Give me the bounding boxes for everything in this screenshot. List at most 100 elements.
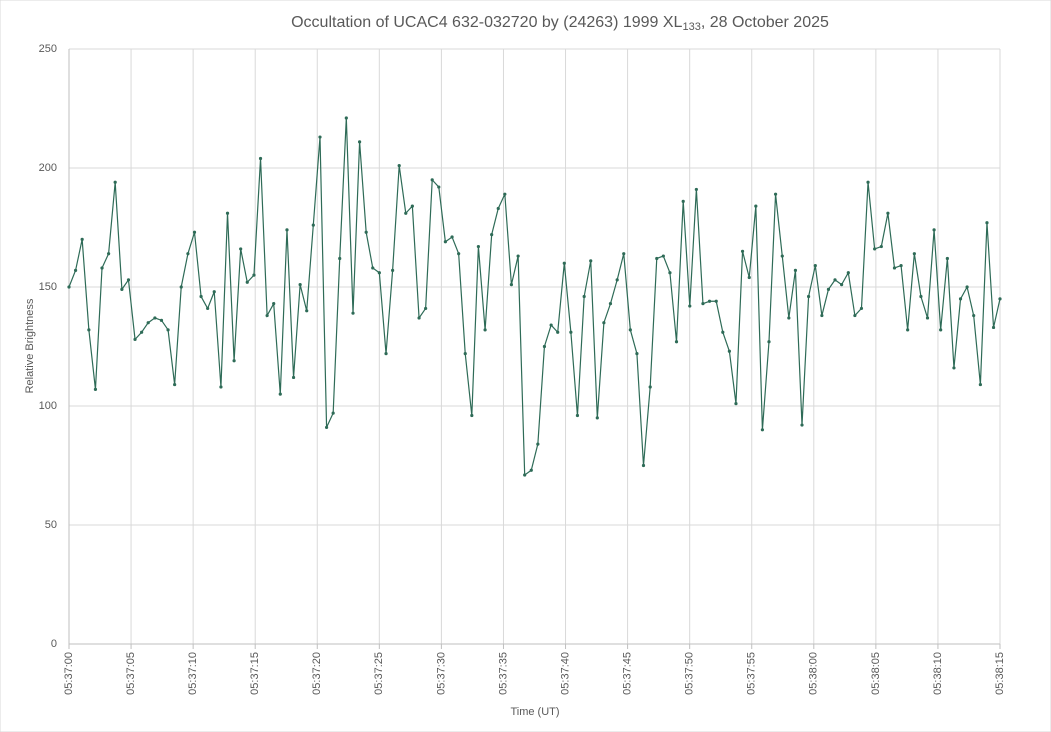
y-tick-label: 0: [51, 638, 57, 650]
data-point: [483, 328, 487, 332]
data-point: [410, 204, 414, 208]
y-tick-label: 100: [39, 400, 57, 412]
data-point: [311, 223, 315, 227]
data-point: [932, 228, 936, 232]
data-point: [503, 192, 507, 196]
data-point: [648, 385, 652, 389]
data-point: [305, 309, 309, 313]
data-point: [331, 411, 335, 415]
data-point: [133, 337, 137, 341]
data-point: [952, 366, 956, 370]
data-point: [496, 206, 500, 211]
data-point: [846, 271, 850, 275]
data-point: [153, 316, 157, 320]
x-tick-label: 05:37:40: [559, 652, 571, 695]
data-point: [575, 413, 580, 418]
data-point: [595, 416, 599, 420]
data-point: [615, 278, 619, 282]
data-point: [298, 283, 302, 287]
data-point: [740, 249, 745, 253]
data-point: [998, 297, 1002, 301]
data-point: [417, 316, 421, 320]
data-point: [351, 311, 355, 315]
data-point: [985, 221, 989, 225]
data-point: [424, 306, 428, 311]
x-tick-label: 05:37:25: [373, 652, 385, 695]
y-tick-label: 250: [39, 43, 57, 55]
y-tick-label: 150: [39, 281, 57, 293]
data-point: [694, 187, 698, 192]
data-point: [622, 252, 626, 256]
data-point: [265, 313, 269, 318]
x-tick-label: 05:38:00: [808, 652, 820, 695]
data-point: [371, 266, 375, 270]
data-point: [404, 211, 408, 215]
data-point: [549, 323, 553, 327]
data-point: [886, 211, 890, 215]
data-point: [100, 266, 104, 270]
data-point: [840, 283, 844, 287]
data-point: [813, 263, 817, 268]
data-point: [106, 252, 111, 256]
data-point: [146, 321, 150, 325]
data-point: [688, 304, 692, 308]
data-point: [338, 256, 342, 261]
data-point: [344, 116, 348, 120]
data-point: [833, 278, 837, 282]
data-point: [773, 192, 778, 196]
data-point: [232, 359, 236, 363]
x-tick-label: 05:38:15: [994, 652, 1006, 695]
data-point: [219, 385, 223, 389]
data-point: [252, 273, 256, 277]
x-tick-label: 05:37:20: [311, 652, 323, 695]
data-point: [608, 302, 613, 306]
x-tick-label: 05:38:10: [932, 652, 944, 695]
y-tick-label: 50: [45, 519, 57, 531]
data-point: [853, 313, 857, 318]
data-point: [364, 230, 368, 234]
data-point: [569, 330, 573, 334]
data-point: [978, 382, 982, 387]
data-point: [516, 254, 520, 258]
title-suffix: , 28 October 2025: [701, 14, 829, 31]
data-point: [965, 285, 969, 289]
data-point: [707, 299, 712, 303]
x-tick-label: 05:37:35: [497, 652, 509, 695]
data-point: [859, 306, 864, 311]
data-point: [73, 268, 78, 272]
data-point: [714, 299, 718, 303]
data-point: [780, 254, 784, 258]
x-tick-label: 05:37:00: [63, 652, 75, 695]
data-point: [582, 294, 586, 299]
data-point: [734, 402, 738, 406]
data-point: [179, 285, 183, 289]
data-point: [245, 280, 249, 284]
data-point: [542, 344, 547, 349]
data-point: [754, 204, 758, 208]
data-point: [324, 425, 329, 430]
data-point: [767, 340, 771, 344]
data-point: [899, 263, 903, 268]
data-point: [140, 330, 144, 334]
data-point: [892, 266, 897, 270]
data-point: [490, 233, 494, 237]
title-subscript: 133: [682, 21, 700, 33]
data-point: [991, 325, 996, 330]
data-point: [509, 283, 514, 287]
data-point: [173, 382, 177, 387]
data-point: [793, 268, 798, 272]
data-point: [661, 254, 665, 258]
x-tick-label: 05:37:30: [435, 652, 447, 695]
data-point: [820, 313, 824, 318]
data-point: [866, 180, 870, 184]
chart-title: Occultation of UCAC4 632-032720 by (2426…: [291, 14, 829, 33]
x-tick-label: 05:37:50: [684, 652, 696, 695]
data-point: [562, 261, 566, 265]
data-point: [186, 252, 190, 256]
data-point: [67, 285, 71, 289]
data-point: [919, 294, 923, 299]
data-point: [925, 316, 930, 320]
data-point: [727, 349, 731, 353]
data-point: [377, 271, 381, 275]
